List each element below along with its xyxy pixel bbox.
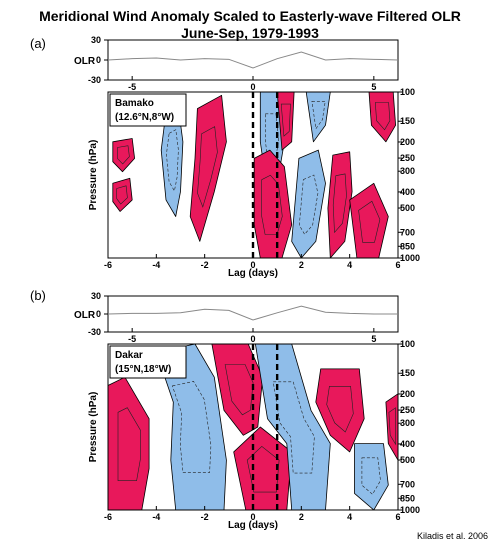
y-axis-label: Pressure (hPa) [88,140,99,211]
olr-x-tick-label: 5 [371,334,376,344]
inner-contour-line [117,407,141,481]
pressure-tick-label: 300 [400,166,415,176]
olr-x-tick-label: 0 [250,334,255,344]
x-tick-label: 6 [395,512,400,522]
x-tick-label: -2 [201,512,209,522]
pressure-tick-label: 150 [400,368,415,378]
station-coords: (15°N,18°W) [115,364,171,375]
inner-contour-line [261,174,283,235]
x-tick-label: 6 [395,260,400,270]
station-name: Dakar [115,350,143,361]
pressure-tick-label: 150 [400,116,415,126]
inner-contour-line [116,185,128,205]
pressure-tick-label: 850 [400,493,415,503]
inner-contour-line [311,101,326,130]
station-coords: (12.6°N,8°W) [115,112,174,123]
contour-field [108,92,398,258]
x-axis-label: Lag (days) [228,520,278,531]
olr-x-tick-label: -5 [128,334,136,344]
olr-label: OLR [74,56,96,67]
panel-label: (b) [30,288,46,303]
x-tick-label: 0 [250,260,255,270]
pressure-tick-label: 250 [400,153,415,163]
olr-series-line [107,51,399,69]
positive-anomaly-region [112,177,133,212]
pressure-tick-label: 700 [400,479,415,489]
olr-series-line [107,305,398,321]
pressure-tick-label: 850 [400,241,415,251]
x-tick-label: 4 [347,260,352,270]
olr-y-tick-label: 30 [91,35,101,45]
olr-frame [107,39,399,81]
olr-y-tick-label: 0 [96,55,101,65]
inner-contour-line [358,200,381,243]
pressure-tick-label: 500 [400,203,415,213]
inner-contour-line [332,173,347,234]
inner-contour-line [298,174,319,235]
olr-y-tick-label: -30 [88,75,101,85]
x-tick-label: 0 [250,512,255,522]
pressure-tick-label: 100 [400,339,415,349]
x-tick-label: 4 [347,512,352,522]
x-axis-label: Lag (days) [228,268,278,279]
inner-contour-line [374,102,391,131]
positive-anomaly-region [349,182,389,258]
inner-contour-line [197,126,218,208]
pressure-tick-label: 1000 [400,253,420,263]
inner-contour-line [280,103,291,137]
credit-text: Kiladis et al. 2006 [416,531,488,541]
x-tick-label: -2 [201,260,209,270]
pressure-tick-label: 700 [400,227,415,237]
pressure-tick-label: 400 [400,439,415,449]
panel-label: (a) [30,36,46,51]
positive-anomaly-region [327,151,353,258]
y-axis-label: Pressure (hPa) [88,392,99,463]
figure-subtitle: June-Sep, 1979-1993 [181,25,319,41]
inner-contour-line [166,129,179,192]
pressure-tick-label: 100 [400,87,415,97]
negative-anomaly-region [291,149,326,258]
negative-anomaly-region [255,344,331,510]
figure-title: Meridional Wind Anomaly Scaled to Easter… [39,8,461,24]
inner-contour-line [172,381,212,473]
station-box [109,345,187,379]
x-tick-label: -4 [152,512,160,522]
inner-contour-line [388,407,396,446]
station-name: Bamako [115,98,154,109]
inner-contour-line [224,364,254,416]
pressure-tick-label: 400 [400,187,415,197]
pressure-tick-label: 200 [400,389,415,399]
olr-x-tick-label: -5 [128,82,136,92]
inner-contour-line [326,386,354,433]
pressure-tick-label: 1000 [400,505,420,515]
x-tick-label: -6 [104,512,112,522]
x-tick-label: -6 [104,260,112,270]
positive-anomaly-region [189,94,227,242]
inner-contour-line [272,381,315,474]
pressure-tick-label: 200 [400,137,415,147]
olr-y-tick-label: 0 [96,309,101,319]
inner-contour-line [117,145,130,165]
olr-y-tick-label: 30 [91,291,101,301]
positive-anomaly-region [211,344,264,436]
x-tick-label: 2 [299,512,304,522]
positive-anomaly-region [315,368,365,453]
olr-x-tick-label: 0 [250,82,255,92]
olr-x-tick-label: 5 [371,82,376,92]
olr-y-tick-label: -30 [88,327,101,337]
pressure-tick-label: 250 [400,405,415,415]
x-tick-label: -4 [152,260,160,270]
negative-anomaly-region [354,443,389,510]
pressure-tick-label: 500 [400,455,415,465]
x-tick-label: 2 [299,260,304,270]
olr-label: OLR [74,310,96,321]
positive-anomaly-region [253,149,293,258]
positive-anomaly-region [112,138,135,173]
station-box [109,93,187,127]
inner-contour-line [361,457,381,495]
pressure-tick-label: 300 [400,418,415,428]
